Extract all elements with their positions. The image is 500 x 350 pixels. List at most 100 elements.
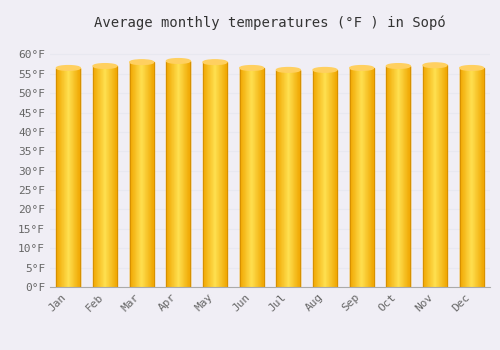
Bar [465, 68, 466, 287]
Bar [282, 70, 283, 287]
Bar [391, 66, 392, 287]
Bar [276, 70, 277, 287]
Bar [313, 70, 314, 287]
Bar [294, 70, 295, 287]
Ellipse shape [240, 66, 264, 70]
Bar [460, 68, 461, 287]
Bar [434, 65, 435, 287]
Bar [423, 65, 424, 287]
Bar [252, 68, 253, 287]
Bar [299, 70, 300, 287]
Bar [287, 70, 288, 287]
Bar [423, 65, 447, 287]
Bar [110, 66, 111, 287]
Bar [183, 61, 184, 287]
Bar [182, 61, 183, 287]
Bar [295, 70, 296, 287]
Bar [258, 68, 259, 287]
Bar [130, 62, 131, 287]
Bar [153, 62, 154, 287]
Bar [371, 68, 372, 287]
Bar [166, 61, 190, 287]
Bar [462, 68, 464, 287]
Bar [171, 61, 172, 287]
Bar [209, 62, 210, 287]
Bar [109, 66, 110, 287]
Bar [387, 66, 388, 287]
Bar [392, 66, 393, 287]
Bar [213, 62, 214, 287]
Bar [298, 70, 299, 287]
Bar [59, 68, 60, 287]
Bar [475, 68, 476, 287]
Bar [386, 66, 387, 287]
Bar [403, 66, 404, 287]
Bar [395, 66, 396, 287]
Bar [327, 70, 328, 287]
Bar [326, 70, 327, 287]
Bar [364, 68, 365, 287]
Bar [177, 61, 178, 287]
Bar [352, 68, 354, 287]
Bar [218, 62, 219, 287]
Bar [281, 70, 282, 287]
Bar [477, 68, 478, 287]
Ellipse shape [130, 60, 154, 64]
Bar [290, 70, 292, 287]
Bar [332, 70, 334, 287]
Bar [428, 65, 429, 287]
Bar [474, 68, 475, 287]
Bar [362, 68, 363, 287]
Bar [62, 68, 63, 287]
Bar [94, 66, 95, 287]
Bar [70, 68, 72, 287]
Bar [262, 68, 263, 287]
Bar [96, 66, 98, 287]
Bar [321, 70, 322, 287]
Bar [277, 70, 278, 287]
Bar [168, 61, 169, 287]
Bar [205, 62, 206, 287]
Bar [148, 62, 149, 287]
Bar [334, 70, 335, 287]
Bar [180, 61, 182, 287]
Bar [131, 62, 132, 287]
Bar [138, 62, 140, 287]
Bar [170, 61, 171, 287]
Ellipse shape [56, 66, 80, 70]
Bar [445, 65, 446, 287]
Bar [254, 68, 255, 287]
Bar [211, 62, 212, 287]
Bar [444, 65, 445, 287]
Bar [255, 68, 256, 287]
Bar [149, 62, 150, 287]
Bar [480, 68, 481, 287]
Bar [215, 62, 216, 287]
Bar [242, 68, 244, 287]
Bar [296, 70, 298, 287]
Bar [147, 62, 148, 287]
Bar [436, 65, 437, 287]
Bar [65, 68, 66, 287]
Bar [130, 62, 154, 287]
Bar [253, 68, 254, 287]
Bar [175, 61, 176, 287]
Bar [440, 65, 441, 287]
Bar [257, 68, 258, 287]
Bar [350, 68, 374, 287]
Bar [476, 68, 477, 287]
Bar [435, 65, 436, 287]
Bar [106, 66, 107, 287]
Bar [176, 61, 177, 287]
Bar [172, 61, 173, 287]
Bar [433, 65, 434, 287]
Bar [316, 70, 318, 287]
Bar [432, 65, 433, 287]
Bar [279, 70, 280, 287]
Bar [285, 70, 286, 287]
Bar [240, 68, 241, 287]
Bar [373, 68, 374, 287]
Bar [350, 68, 351, 287]
Bar [246, 68, 247, 287]
Bar [105, 66, 106, 287]
